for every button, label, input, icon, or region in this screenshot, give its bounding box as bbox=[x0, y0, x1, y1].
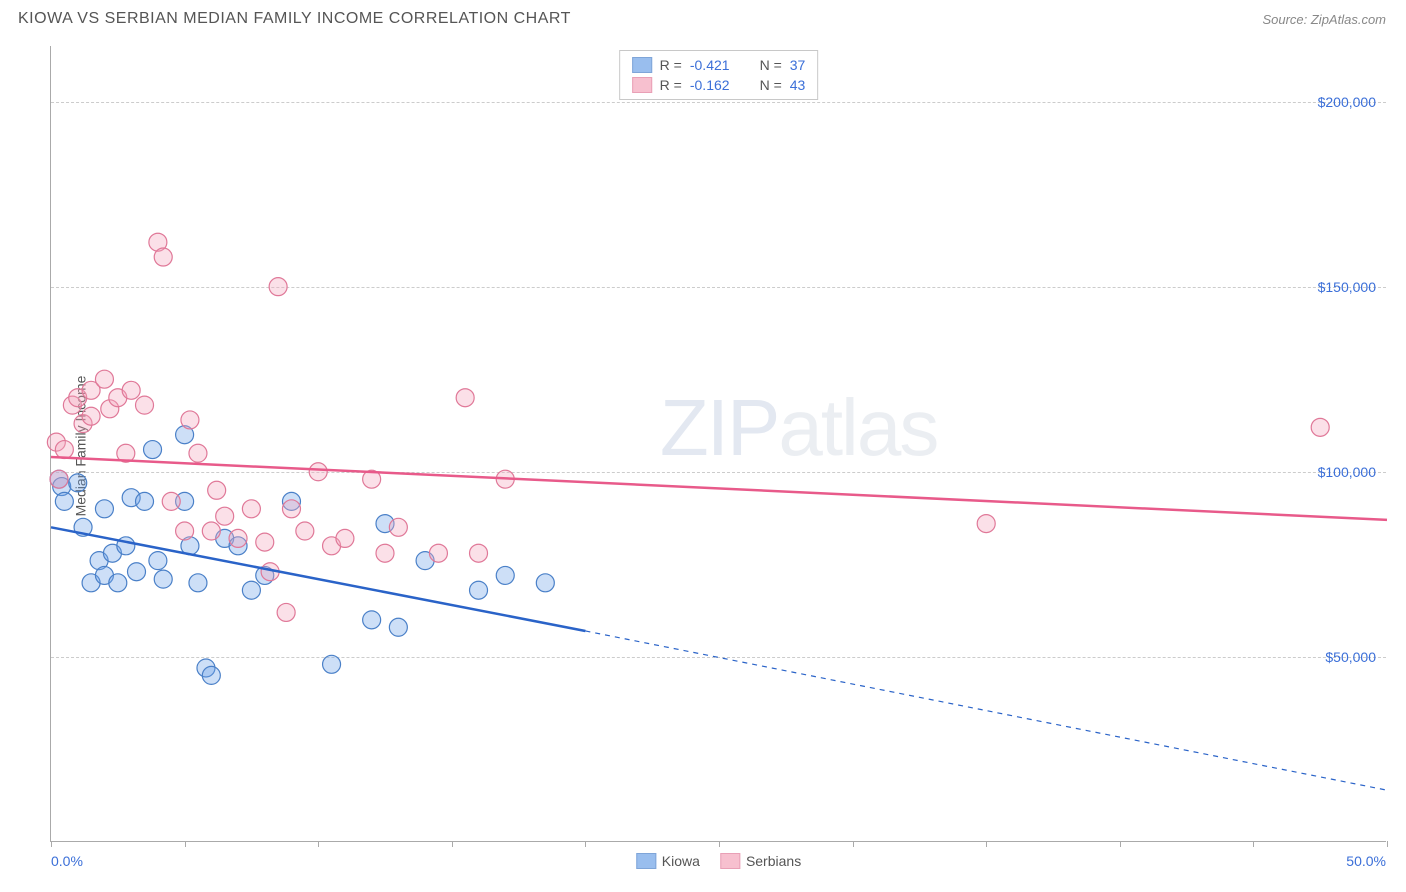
scatter-plot bbox=[51, 46, 1386, 841]
data-point bbox=[189, 444, 207, 462]
data-point bbox=[296, 522, 314, 540]
data-point bbox=[376, 544, 394, 562]
chart-title: KIOWA VS SERBIAN MEDIAN FAMILY INCOME CO… bbox=[18, 10, 571, 28]
x-tick bbox=[986, 841, 987, 847]
data-point bbox=[136, 492, 154, 510]
data-point bbox=[82, 407, 100, 425]
data-point bbox=[50, 470, 68, 488]
data-point bbox=[162, 492, 180, 510]
stats-row: R = -0.421 N = 37 bbox=[632, 55, 806, 75]
data-point bbox=[242, 581, 260, 599]
data-point bbox=[323, 655, 341, 673]
x-tick bbox=[1253, 841, 1254, 847]
data-point bbox=[977, 515, 995, 533]
data-point bbox=[242, 500, 260, 518]
x-tick bbox=[719, 841, 720, 847]
x-tick bbox=[51, 841, 52, 847]
data-point bbox=[429, 544, 447, 562]
data-point bbox=[208, 481, 226, 499]
data-point bbox=[202, 666, 220, 684]
data-point bbox=[176, 522, 194, 540]
stat-n-label: N = bbox=[760, 77, 782, 93]
data-point bbox=[1311, 418, 1329, 436]
data-point bbox=[69, 474, 87, 492]
x-axis-max-label: 50.0% bbox=[1346, 853, 1386, 869]
x-axis-min-label: 0.0% bbox=[51, 853, 83, 869]
data-point bbox=[277, 603, 295, 621]
series-legend: Kiowa Serbians bbox=[636, 853, 801, 869]
data-point bbox=[181, 411, 199, 429]
data-point bbox=[189, 574, 207, 592]
x-tick bbox=[1120, 841, 1121, 847]
data-point bbox=[470, 544, 488, 562]
legend-label: Serbians bbox=[746, 853, 801, 869]
data-point bbox=[456, 389, 474, 407]
data-point bbox=[269, 278, 287, 296]
data-point bbox=[336, 529, 354, 547]
data-point bbox=[136, 396, 154, 414]
data-point bbox=[95, 370, 113, 388]
data-point bbox=[389, 618, 407, 636]
data-point bbox=[256, 533, 274, 551]
stats-row: R = -0.162 N = 43 bbox=[632, 75, 806, 95]
data-point bbox=[109, 574, 127, 592]
data-point bbox=[154, 248, 172, 266]
data-point bbox=[202, 522, 220, 540]
stat-r-label: R = bbox=[660, 57, 682, 73]
stat-r-label: R = bbox=[660, 77, 682, 93]
data-point bbox=[309, 463, 327, 481]
stat-n-value: 37 bbox=[790, 57, 806, 73]
data-point bbox=[149, 552, 167, 570]
stat-n-label: N = bbox=[760, 57, 782, 73]
data-point bbox=[282, 500, 300, 518]
x-tick bbox=[185, 841, 186, 847]
legend-swatch bbox=[720, 853, 740, 869]
data-point bbox=[128, 563, 146, 581]
data-point bbox=[55, 492, 73, 510]
stat-r-value: -0.421 bbox=[690, 57, 730, 73]
data-point bbox=[95, 500, 113, 518]
x-tick bbox=[452, 841, 453, 847]
legend-label: Kiowa bbox=[662, 853, 700, 869]
stat-r-value: -0.162 bbox=[690, 77, 730, 93]
data-point bbox=[363, 611, 381, 629]
x-tick bbox=[853, 841, 854, 847]
data-point bbox=[122, 381, 140, 399]
data-point bbox=[144, 441, 162, 459]
data-point bbox=[216, 507, 234, 525]
data-point bbox=[496, 566, 514, 584]
x-tick bbox=[585, 841, 586, 847]
data-point bbox=[229, 529, 247, 547]
data-point bbox=[470, 581, 488, 599]
correlation-stats-box: R = -0.421 N = 37 R = -0.162 N = 43 bbox=[619, 50, 819, 100]
legend-item: Kiowa bbox=[636, 853, 700, 869]
data-point bbox=[536, 574, 554, 592]
source-attribution: Source: ZipAtlas.com bbox=[1262, 12, 1386, 27]
data-point bbox=[154, 570, 172, 588]
x-tick bbox=[1387, 841, 1388, 847]
data-point bbox=[389, 518, 407, 536]
stat-n-value: 43 bbox=[790, 77, 806, 93]
chart-plot-area: ZIPatlas $50,000$100,000$150,000$200,000… bbox=[50, 46, 1386, 842]
legend-item: Serbians bbox=[720, 853, 801, 869]
legend-swatch bbox=[636, 853, 656, 869]
x-tick bbox=[318, 841, 319, 847]
series-swatch bbox=[632, 77, 652, 93]
series-swatch bbox=[632, 57, 652, 73]
data-point bbox=[55, 441, 73, 459]
trend-line-extrapolated bbox=[585, 631, 1387, 790]
